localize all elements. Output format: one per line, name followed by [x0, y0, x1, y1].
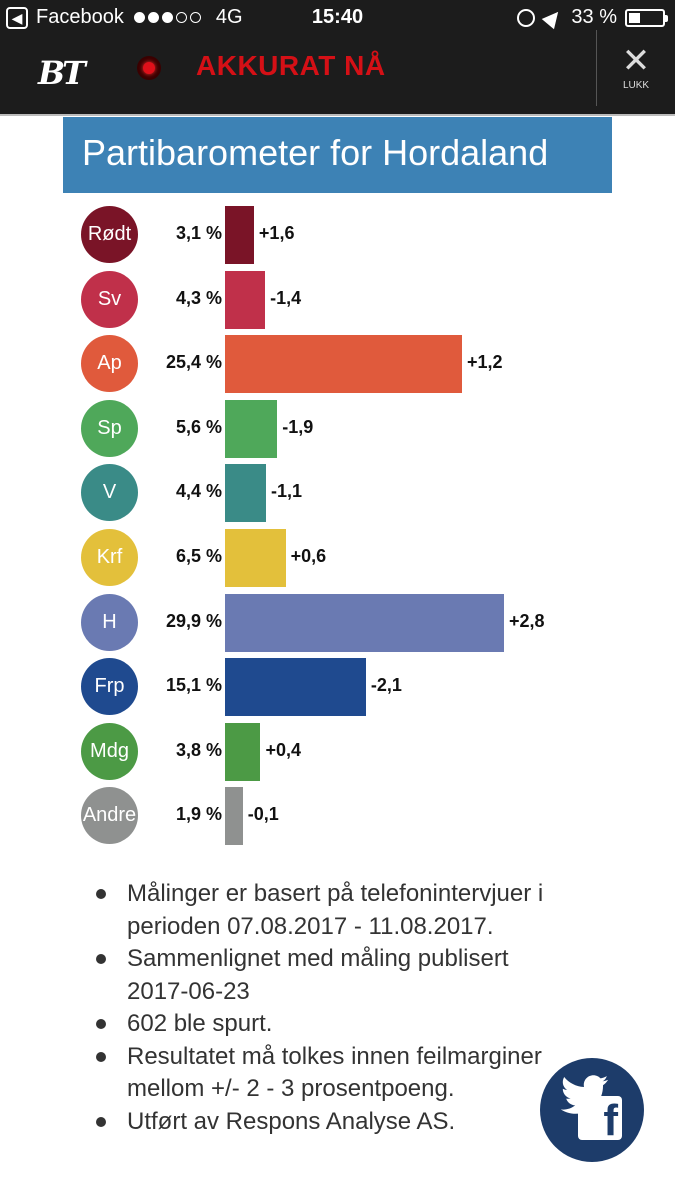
battery-percent: 33 % [571, 6, 617, 28]
notes-list: Målinger er basert på telefonintervjuer … [96, 878, 576, 1138]
note-item: Utført av Respons Analyse AS. [96, 1106, 576, 1139]
bar [225, 722, 261, 781]
change-label: +1,2 [467, 352, 503, 373]
chart-row: Mdg 3,8 % +0,4 [0, 722, 675, 787]
status-left: ◀ Facebook 4G [6, 6, 243, 29]
note-item: 602 ble spurt. [96, 1008, 576, 1041]
value-label: 29,9 % [165, 610, 222, 631]
chart-row: Andre 1,9 % -0,1 [0, 787, 675, 851]
party-badge: H [81, 593, 138, 651]
chart-title: Partibarometer for Hordaland [63, 117, 612, 193]
bar [225, 593, 504, 652]
status-time: 15:40 [311, 6, 364, 28]
status-right: 33 % [517, 6, 668, 29]
value-label: 5,6 % [175, 416, 222, 437]
change-label: +0,6 [290, 546, 327, 566]
battery-icon [625, 8, 668, 27]
change-label: +2,8 [509, 610, 545, 631]
facebook-icon: f [578, 1096, 622, 1140]
value-label: 3,8 % [175, 739, 222, 760]
change-label: -1,9 [282, 416, 314, 437]
share-button[interactable]: f [540, 1058, 644, 1162]
change-label: +1,6 [258, 223, 295, 243]
signal-icon [133, 12, 204, 23]
party-badge: V [81, 464, 138, 522]
location-icon [542, 6, 565, 29]
status-bar: ◀ Facebook 4G 15:40 33 % [0, 0, 675, 36]
live-indicator-icon [137, 56, 161, 80]
change-label: -2,1 [370, 675, 402, 696]
party-badge: Sv [81, 270, 138, 328]
bar [225, 335, 462, 394]
rotation-lock-icon [517, 8, 536, 27]
bar [225, 658, 366, 717]
change-label: -1,1 [271, 481, 303, 502]
party-badge: Krf [81, 529, 138, 586]
note-item: Målinger er basert på telefonintervjuer … [96, 878, 576, 943]
bar [225, 399, 278, 458]
chart-row: Frp 15,1 % -2,1 [0, 658, 675, 722]
value-label: 4,4 % [175, 481, 222, 502]
close-label: LUKK [622, 80, 650, 91]
chart-row: Ap 25,4 % +1,2 [0, 335, 675, 399]
bar [225, 529, 286, 587]
party-badge: Ap [81, 335, 138, 393]
value-label: 1,9 % [175, 804, 222, 825]
change-label: -0,1 [247, 804, 279, 825]
close-icon: ✕ [621, 42, 651, 80]
chart-row: Rødt 3,1 % +1,6 [0, 206, 675, 270]
value-label: 4,3 % [175, 287, 222, 308]
change-label: +0,4 [265, 739, 301, 760]
bt-logo[interactable]: BT [38, 54, 86, 92]
section-title[interactable]: AKKURAT NÅ [196, 50, 386, 81]
value-label: 6,5 % [175, 546, 222, 566]
value-label: 3,1 % [175, 223, 222, 243]
chart-row: H 29,9 % +2,8 [0, 593, 675, 658]
back-arrow-icon[interactable]: ◀ [6, 6, 28, 29]
chart-row: Krf 6,5 % +0,6 [0, 529, 675, 593]
note-item: Resultatet må tolkes innen feilmarginer … [96, 1041, 576, 1106]
chart-row: Sv 4,3 % -1,4 [0, 270, 675, 335]
bar [225, 464, 267, 523]
party-badge: Frp [81, 658, 138, 716]
party-badge: Andre [81, 787, 138, 845]
change-label: -1,4 [270, 287, 302, 308]
party-badge: Mdg [81, 722, 138, 780]
chart-row: V 4,4 % -1,1 [0, 464, 675, 528]
close-button[interactable]: ✕ LUKK [596, 30, 675, 106]
chart-row: Sp 5,6 % -1,9 [0, 399, 675, 464]
back-app-label[interactable]: Facebook [36, 6, 124, 28]
bar [225, 270, 266, 329]
value-label: 15,1 % [165, 675, 222, 696]
bar-chart: Rødt 3,1 % +1,6 Sv 4,3 % -1,4 Ap 25,4 % +1,2 Sp 5,… [0, 200, 675, 860]
value-label: 25,4 % [165, 352, 222, 373]
note-item: Sammenlignet med måling publisert 2017-0… [96, 943, 576, 1008]
party-badge: Rødt [81, 206, 138, 263]
party-badge: Sp [81, 399, 138, 457]
bar [225, 787, 243, 846]
app-header: BT AKKURAT NÅ ✕ LUKK [0, 30, 675, 116]
bar [225, 206, 254, 264]
network-type: 4G [215, 6, 243, 28]
